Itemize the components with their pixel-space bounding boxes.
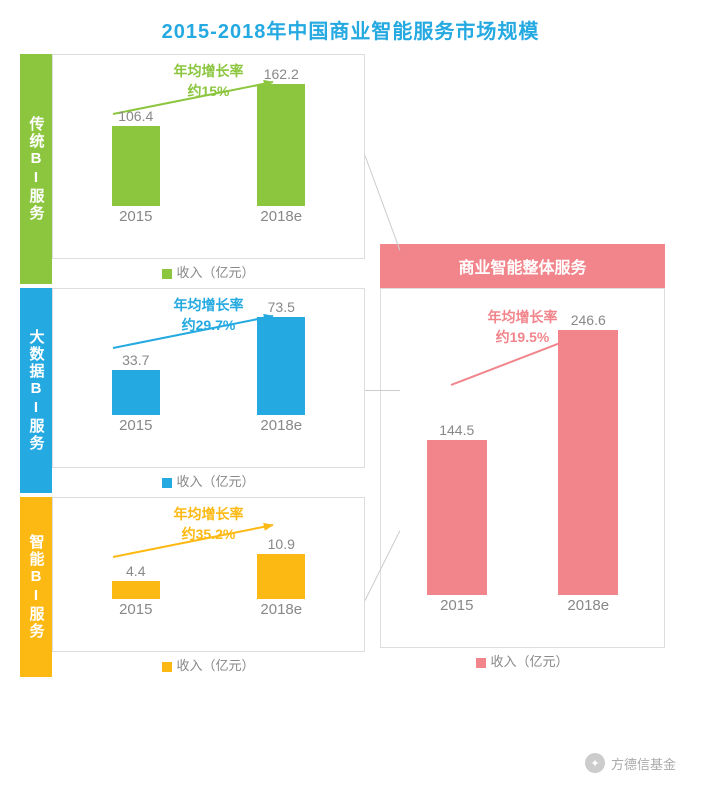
legend-text: 收入（亿元） xyxy=(176,474,254,489)
x-label: 2018e xyxy=(251,601,311,618)
bar-value: 73.5 xyxy=(268,299,295,315)
bar-rect xyxy=(257,554,305,599)
bar-value: 10.9 xyxy=(268,536,295,552)
bars-container: 33.7 73.5 xyxy=(63,295,354,415)
bar-2018e: 162.2 xyxy=(251,66,311,206)
legend-text: 收入（亿元） xyxy=(490,654,568,669)
legend-text: 收入（亿元） xyxy=(176,265,254,280)
legend: 收入（亿元） xyxy=(52,652,365,677)
legend-swatch xyxy=(162,662,172,672)
panel-label: 大数据BI服务 xyxy=(20,288,52,493)
x-label: 2015 xyxy=(427,597,487,614)
right-column: 商业智能整体服务 年均增长率 约19.5% 144.5 246.6 2015 2… xyxy=(365,54,665,681)
bar-2018e: 10.9 xyxy=(251,536,311,599)
bar-value: 246.6 xyxy=(571,312,606,328)
chart-title: 2015-2018年中国商业智能服务市场规模 xyxy=(0,0,701,54)
bar-2018e: 73.5 xyxy=(251,299,311,415)
legend: 收入（亿元） xyxy=(52,259,365,284)
x-label: 2018e xyxy=(251,417,311,434)
legend: 收入（亿元） xyxy=(380,648,665,673)
panel: 大数据BI服务 年均增长率 约29.7% 33.7 73.5 2015 2018… xyxy=(20,288,365,493)
bar-2015: 106.4 xyxy=(106,108,166,206)
bar-2018e: 246.6 xyxy=(558,312,618,595)
panel: 智能BI服务 年均增长率 约35.2% 4.4 10.9 2015 2018e … xyxy=(20,497,365,677)
bar-rect xyxy=(112,370,160,415)
x-label: 2015 xyxy=(106,208,166,225)
bar-rect xyxy=(558,330,618,595)
left-column: 传统BI服务 年均增长率 约15% 106.4 162.2 2015 2018e… xyxy=(20,54,365,681)
legend: 收入（亿元） xyxy=(52,468,365,493)
bar-value: 4.4 xyxy=(126,563,145,579)
bar-value: 33.7 xyxy=(122,352,149,368)
bars-container: 144.5 246.6 xyxy=(391,295,654,595)
x-axis: 2015 2018e xyxy=(63,417,354,434)
panel-label: 智能BI服务 xyxy=(20,497,52,677)
bar-rect xyxy=(257,84,305,206)
watermark-text: 方德信基金 xyxy=(611,754,676,773)
bars-container: 106.4 162.2 xyxy=(63,61,354,206)
x-label: 2015 xyxy=(106,601,166,618)
x-axis: 2015 2018e xyxy=(391,597,654,614)
panel-label: 传统BI服务 xyxy=(20,54,52,284)
bar-2015: 144.5 xyxy=(427,422,487,595)
bar-2015: 33.7 xyxy=(106,352,166,415)
bar-rect xyxy=(112,126,160,206)
bar-value: 106.4 xyxy=(118,108,153,124)
x-label: 2018e xyxy=(251,208,311,225)
legend-text: 收入（亿元） xyxy=(176,658,254,673)
x-axis: 2015 2018e xyxy=(63,601,354,618)
x-label: 2018e xyxy=(558,597,618,614)
bar-value: 162.2 xyxy=(264,66,299,82)
watermark: ✦ 方德信基金 xyxy=(585,753,676,773)
legend-swatch xyxy=(162,269,172,279)
main-container: 传统BI服务 年均增长率 约15% 106.4 162.2 2015 2018e… xyxy=(0,54,701,681)
panel: 传统BI服务 年均增长率 约15% 106.4 162.2 2015 2018e… xyxy=(20,54,365,284)
chart-area: 年均增长率 约19.5% 144.5 246.6 2015 2018e xyxy=(380,288,665,648)
chart-area: 年均增长率 约15% 106.4 162.2 2015 2018e xyxy=(52,54,365,259)
bar-2015: 4.4 xyxy=(106,563,166,599)
right-header: 商业智能整体服务 xyxy=(380,244,665,288)
x-axis: 2015 2018e xyxy=(63,208,354,225)
legend-swatch xyxy=(476,658,486,668)
legend-swatch xyxy=(162,478,172,488)
x-label: 2015 xyxy=(106,417,166,434)
bar-rect xyxy=(427,440,487,595)
bar-rect xyxy=(257,317,305,415)
connector-line xyxy=(365,390,400,391)
bars-container: 4.4 10.9 xyxy=(63,504,354,599)
bar-value: 144.5 xyxy=(439,422,474,438)
chart-area: 年均增长率 约35.2% 4.4 10.9 2015 2018e xyxy=(52,497,365,652)
chart-area: 年均增长率 约29.7% 33.7 73.5 2015 2018e xyxy=(52,288,365,468)
bar-rect xyxy=(112,581,160,599)
wechat-icon: ✦ xyxy=(585,753,605,773)
